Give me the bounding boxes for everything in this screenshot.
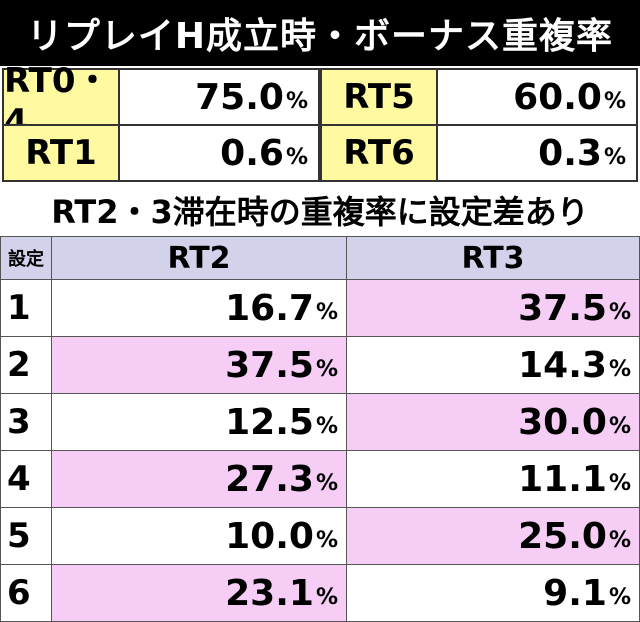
setting-number: 3 — [0, 393, 52, 451]
percent-unit: % — [315, 470, 338, 496]
percent-unit: % — [608, 584, 631, 610]
rt3-rate-value: 9.1 — [543, 572, 607, 614]
rt2-rate-cell: 23.1% — [51, 564, 347, 622]
rt3-rate-value: 25.0 — [518, 515, 607, 557]
rt3-rate-cell: 37.5% — [346, 279, 640, 337]
percent-unit: % — [315, 584, 338, 610]
setting-number: 2 — [0, 336, 52, 394]
percent-unit: % — [608, 413, 631, 439]
rt3-rate-value: 14.3 — [518, 344, 607, 386]
percent-unit: % — [603, 88, 626, 114]
rt-value-number: 0.6 — [220, 132, 284, 174]
rt-value: 0.6% — [118, 124, 320, 182]
setting-rate-table: 設定 RT2 RT3 1 16.7% 37.5% 2 37.5% 14.3% 3 12.5% 3… — [0, 236, 640, 622]
percent-unit: % — [285, 144, 308, 170]
setting-number: 5 — [0, 507, 52, 565]
section-subtitle: RT2・3滞在時の重複率に設定差あり — [51, 193, 589, 231]
rt-label: RT1 — [2, 124, 120, 182]
percent-unit: % — [285, 88, 308, 114]
rt-value-number: 60.0 — [513, 76, 602, 118]
rt-rate-table: RT0・4 75.0% RT5 60.0% RT1 0.6% RT6 0.3% — [0, 61, 640, 184]
rt3-rate-cell: 9.1% — [346, 564, 640, 622]
rt3-rate-cell: 11.1% — [346, 450, 640, 508]
rt-label: RT5 — [320, 68, 438, 126]
header-setting: 設定 — [0, 236, 52, 280]
rt2-rate-value: 37.5 — [225, 344, 314, 386]
percent-unit: % — [315, 299, 338, 325]
percent-unit: % — [315, 527, 338, 553]
rt-value: 0.3% — [436, 124, 638, 182]
percent-unit: % — [603, 144, 626, 170]
page-title: リプレイH成立時・ボーナス重複率 — [0, 0, 640, 66]
rt2-rate-cell: 27.3% — [51, 450, 347, 508]
rt2-rate-value: 23.1 — [225, 572, 314, 614]
rt2-rate-cell: 16.7% — [51, 279, 347, 337]
rt3-rate-cell: 30.0% — [346, 393, 640, 451]
percent-unit: % — [315, 356, 338, 382]
rt-label: RT0・4 — [2, 61, 120, 142]
rt3-rate-value: 11.1 — [518, 458, 607, 500]
setting-number: 6 — [0, 564, 52, 622]
percent-unit: % — [608, 356, 631, 382]
rt3-rate-value: 37.5 — [518, 287, 607, 329]
rt-label: RT6 — [320, 124, 438, 182]
rt3-rate-value: 30.0 — [518, 401, 607, 443]
rt2-rate-cell: 37.5% — [51, 336, 347, 394]
setting-number: 4 — [0, 450, 52, 508]
rt-value: 60.0% — [436, 68, 638, 126]
rt3-rate-cell: 25.0% — [346, 507, 640, 565]
rt2-rate-value: 27.3 — [225, 458, 314, 500]
rt2-rate-value: 10.0 — [225, 515, 314, 557]
rt-value: 75.0% — [118, 68, 320, 126]
percent-unit: % — [315, 413, 338, 439]
rt-value-number: 75.0 — [195, 76, 284, 118]
percent-unit: % — [608, 527, 631, 553]
rt-value-number: 0.3 — [538, 132, 602, 174]
rt2-rate-value: 16.7 — [225, 287, 314, 329]
header-rt3: RT3 — [346, 236, 640, 280]
percent-unit: % — [608, 470, 631, 496]
rt2-rate-cell: 12.5% — [51, 393, 347, 451]
rt2-rate-cell: 10.0% — [51, 507, 347, 565]
header-rt2: RT2 — [51, 236, 347, 280]
setting-number: 1 — [0, 279, 52, 337]
rt3-rate-cell: 14.3% — [346, 336, 640, 394]
rt2-rate-value: 12.5 — [225, 401, 314, 443]
percent-unit: % — [608, 299, 631, 325]
